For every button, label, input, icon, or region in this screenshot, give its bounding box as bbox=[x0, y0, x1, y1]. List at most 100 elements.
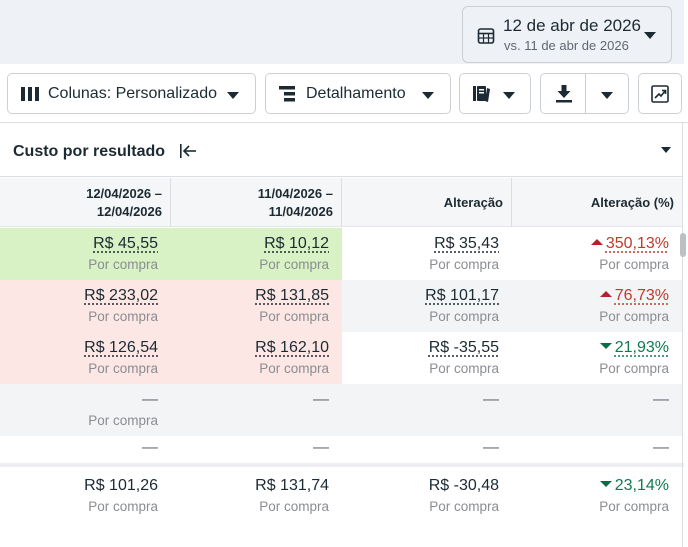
empty-value: — bbox=[653, 439, 669, 456]
table-row: — — — — bbox=[0, 436, 682, 463]
total-cell: R$ 131,74 Por compra bbox=[171, 470, 342, 530]
split-divider bbox=[585, 74, 586, 113]
breakdown-label: Detalhamento bbox=[306, 85, 406, 102]
cell-value[interactable]: R$ 35,43 bbox=[434, 235, 499, 252]
trend-down-icon bbox=[599, 343, 612, 349]
cell-subtitle: Por compra bbox=[429, 309, 499, 324]
cell-subtitle: Por compra bbox=[88, 361, 158, 376]
reports-dropdown[interactable] bbox=[459, 73, 531, 114]
table-row: R$ 233,02 Por compra R$ 131,85 Por compr… bbox=[0, 280, 682, 332]
trend-chart-icon bbox=[651, 85, 669, 103]
metric-title: Custo por resultado bbox=[13, 143, 166, 160]
metric-header: Custo por resultado bbox=[0, 123, 682, 177]
date-range-picker[interactable]: 12 de abr de 2026 vs. 11 de abr de 2026 bbox=[462, 6, 672, 63]
cell-value[interactable]: 350,13% bbox=[590, 235, 669, 253]
divider bbox=[0, 122, 688, 123]
trend-down-icon bbox=[599, 481, 612, 487]
column-header-row: 12/04/2026 –12/04/2026 11/04/2026 –11/04… bbox=[0, 178, 682, 227]
empty-value: — bbox=[313, 439, 329, 456]
cell-value[interactable]: R$ 10,12 bbox=[264, 235, 329, 252]
column-header-line: 11/04/2026 – bbox=[257, 185, 333, 201]
percent-change: 23,14% bbox=[614, 477, 669, 494]
table-cell: — bbox=[342, 384, 512, 436]
cell-subtitle: Por compra bbox=[599, 309, 669, 324]
toolbar: Colunas: Personalizado Detalhamento bbox=[0, 73, 688, 115]
empty-value: — bbox=[142, 439, 158, 456]
cell-subtitle: Por compra bbox=[88, 413, 158, 428]
chevron-down-icon bbox=[644, 32, 656, 39]
total-value: 23,14% bbox=[599, 477, 669, 495]
table-row: — Por compra — — — bbox=[0, 384, 682, 436]
cell-value[interactable]: 21,93% bbox=[599, 339, 669, 357]
table-row: R$ 126,54 Por compra R$ 162,10 Por compr… bbox=[0, 332, 682, 384]
cell-subtitle: Por compra bbox=[429, 257, 499, 272]
table-cell: 21,93% Por compra bbox=[512, 332, 682, 384]
total-cell: R$ -30,48 Por compra bbox=[342, 470, 512, 530]
column-header[interactable]: Alteração bbox=[342, 178, 512, 227]
column-header-line: 12/04/2026 bbox=[96, 203, 162, 219]
table-cell: — bbox=[342, 436, 512, 463]
cell-subtitle: Por compra bbox=[88, 309, 158, 324]
chevron-down-icon bbox=[227, 92, 239, 99]
table-cell: R$ 233,02 Por compra bbox=[0, 280, 171, 332]
table-cell: R$ 101,17 Por compra bbox=[342, 280, 512, 332]
empty-value: — bbox=[483, 439, 499, 456]
download-icon[interactable] bbox=[556, 85, 572, 103]
date-range-label: 12 de abr de 2026 bbox=[503, 16, 642, 35]
trend-chart-button[interactable] bbox=[638, 73, 682, 114]
percent-change: 21,93% bbox=[614, 339, 669, 356]
column-header[interactable]: 12/04/2026 – 12/04/2026 bbox=[0, 178, 171, 227]
empty-value: — bbox=[653, 391, 669, 408]
chevron-down-icon[interactable] bbox=[601, 92, 613, 99]
column-header-line: 11/04/2026 bbox=[268, 203, 333, 219]
collapse-left-icon[interactable] bbox=[179, 143, 197, 159]
cell-subtitle: Por compra bbox=[259, 361, 329, 376]
columns-dropdown[interactable]: Colunas: Personalizado bbox=[7, 73, 256, 114]
total-value: R$ -30,48 bbox=[428, 477, 499, 494]
cell-value[interactable]: R$ 101,17 bbox=[425, 287, 499, 304]
cell-subtitle: Por compra bbox=[259, 309, 329, 324]
table-cell: — bbox=[171, 436, 342, 463]
empty-value: — bbox=[142, 391, 158, 408]
table-cell: 350,13% Por compra bbox=[512, 228, 682, 280]
totals-divider bbox=[0, 463, 684, 467]
vertical-scrollbar[interactable] bbox=[680, 233, 686, 257]
breakdown-dropdown[interactable]: Detalhamento bbox=[265, 73, 451, 114]
cell-subtitle: Por compra bbox=[429, 361, 499, 376]
cell-value[interactable]: R$ -35,55 bbox=[428, 339, 499, 356]
column-header-line: 12/04/2026 – bbox=[86, 185, 162, 201]
total-cell: 23,14% Por compra bbox=[512, 470, 682, 530]
cell-value[interactable]: R$ 131,85 bbox=[255, 287, 329, 304]
cell-subtitle: Por compra bbox=[88, 499, 158, 514]
export-split-button[interactable] bbox=[540, 73, 629, 114]
column-header[interactable]: Alteração (%) bbox=[512, 178, 682, 227]
table-cell: R$ -35,55 Por compra bbox=[342, 332, 512, 384]
columns-icon bbox=[21, 87, 39, 101]
column-header[interactable]: 11/04/2026 – 11/04/2026 bbox=[171, 178, 342, 227]
chevron-down-icon[interactable] bbox=[661, 147, 671, 153]
table-cell: R$ 131,85 Por compra bbox=[171, 280, 342, 332]
table-cell: — Por compra bbox=[0, 384, 171, 436]
cell-value[interactable]: R$ 233,02 bbox=[84, 287, 158, 304]
cell-value[interactable]: R$ 126,54 bbox=[84, 339, 158, 356]
cell-subtitle: Por compra bbox=[429, 499, 499, 514]
cell-subtitle: Por compra bbox=[599, 257, 669, 272]
cell-subtitle: Por compra bbox=[259, 499, 329, 514]
cell-value[interactable]: R$ 45,55 bbox=[93, 235, 158, 252]
table-cell: — bbox=[512, 436, 682, 463]
chevron-down-icon bbox=[422, 92, 434, 99]
table-cell: R$ 126,54 Por compra bbox=[0, 332, 171, 384]
table-cell: — bbox=[512, 384, 682, 436]
panel-border bbox=[682, 123, 683, 547]
empty-value: — bbox=[313, 391, 329, 408]
cell-value[interactable]: 76,73% bbox=[599, 287, 669, 305]
total-cell: R$ 101,26 Por compra bbox=[0, 470, 171, 530]
table-cell: 76,73% Por compra bbox=[512, 280, 682, 332]
table-cell: R$ 10,12 Por compra bbox=[171, 228, 342, 280]
table-cell: R$ 162,10 Por compra bbox=[171, 332, 342, 384]
cell-value[interactable]: R$ 162,10 bbox=[255, 339, 329, 356]
cell-subtitle: Por compra bbox=[599, 499, 669, 514]
cell-subtitle: Por compra bbox=[88, 257, 158, 272]
table-cell: R$ 45,55 Por compra bbox=[0, 228, 171, 280]
cell-subtitle: Por compra bbox=[599, 361, 669, 376]
